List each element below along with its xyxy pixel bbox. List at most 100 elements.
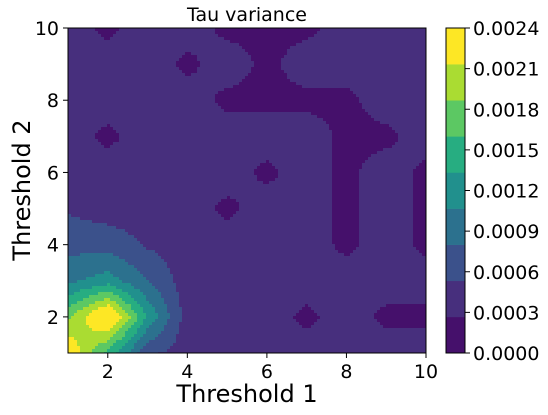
contour-cell [167, 349, 171, 353]
contour-cell [143, 280, 147, 284]
contour-cell [176, 151, 180, 155]
contour-cell [131, 82, 135, 86]
contour-cell [137, 187, 141, 191]
contour-cell [131, 190, 135, 194]
contour-cell [137, 175, 141, 179]
contour-cell [95, 217, 99, 221]
contour-cell [140, 133, 144, 137]
contour-cell [71, 31, 75, 35]
contour-cell [98, 241, 102, 245]
contour-cell [182, 265, 186, 269]
contour-cell [128, 181, 132, 185]
contour-cell [176, 115, 180, 119]
contour-cell [113, 109, 117, 113]
contour-cell [176, 265, 180, 269]
contour-cell [83, 331, 87, 335]
contour-cell [200, 250, 204, 254]
contour-cell [155, 91, 159, 95]
contour-cell [110, 184, 114, 188]
contour-cell [197, 79, 201, 83]
contour-cell [122, 346, 126, 350]
contour-cell [119, 229, 123, 233]
contour-cell [176, 247, 180, 251]
contour-cell [200, 91, 204, 95]
contour-cell [95, 196, 99, 200]
contour-cell [122, 67, 126, 71]
contour-cell [182, 304, 186, 308]
contour-cell [137, 259, 141, 263]
contour-cell [113, 184, 117, 188]
contour-cell [173, 97, 177, 101]
contour-cell [119, 145, 123, 149]
contour-cell [149, 79, 153, 83]
contour-cell [116, 28, 120, 32]
contour-cell [95, 307, 99, 311]
contour-cell [197, 286, 201, 290]
contour-cell [119, 163, 123, 167]
contour-cell [194, 223, 198, 227]
contour-cell [110, 79, 114, 83]
contour-cell [80, 262, 84, 266]
contour-cell [146, 61, 150, 65]
contour-cell [110, 34, 114, 38]
contour-cell [179, 166, 183, 170]
contour-cell [149, 217, 153, 221]
contour-cell [104, 298, 108, 302]
contour-cell [164, 277, 168, 281]
contour-cell [116, 337, 120, 341]
contour-cell [140, 316, 144, 320]
contour-cell [77, 166, 81, 170]
contour-cell [203, 124, 207, 128]
contour-cell [194, 181, 198, 185]
contour-cell [161, 184, 165, 188]
contour-cell [113, 127, 117, 131]
contour-cell [134, 175, 138, 179]
contour-cell [200, 169, 204, 173]
contour-cell [137, 103, 141, 107]
contour-cell [95, 31, 99, 35]
contour-cell [77, 250, 81, 254]
contour-cell [182, 85, 186, 89]
contour-cell [77, 88, 81, 92]
contour-cell [92, 58, 96, 62]
contour-cell [101, 64, 105, 68]
contour-cell [194, 229, 198, 233]
contour-cell [182, 337, 186, 341]
contour-cell [101, 199, 105, 203]
contour-cell [167, 52, 171, 56]
contour-cell [173, 88, 177, 92]
contour-cell [161, 265, 165, 269]
contour-cell [191, 136, 195, 140]
contour-cell [170, 121, 174, 125]
contour-cell [113, 94, 117, 98]
contour-cell [74, 235, 78, 239]
contour-cell [107, 178, 111, 182]
contour-cell [119, 76, 123, 80]
contour-cell [128, 55, 132, 59]
contour-cell [146, 277, 150, 281]
contour-cell [155, 43, 159, 47]
contour-cell [200, 106, 204, 110]
contour-cell [185, 85, 189, 89]
contour-cell [188, 193, 192, 197]
contour-cell [74, 139, 78, 143]
contour-cell [119, 103, 123, 107]
contour-cell [173, 271, 177, 275]
contour-cell [98, 127, 102, 131]
contour-cell [113, 61, 117, 65]
contour-cell [152, 58, 156, 62]
contour-cell [158, 202, 162, 206]
contour-cell [95, 316, 99, 320]
contour-cell [155, 280, 159, 284]
contour-cell [80, 49, 84, 53]
contour-cell [173, 76, 177, 80]
contour-cell [131, 52, 135, 56]
contour-cell [104, 223, 108, 227]
contour-cell [149, 67, 153, 71]
contour-cell [122, 46, 126, 50]
contour-cell [185, 112, 189, 116]
contour-cell [95, 238, 99, 242]
contour-cell [164, 40, 168, 44]
contour-cell [188, 88, 192, 92]
